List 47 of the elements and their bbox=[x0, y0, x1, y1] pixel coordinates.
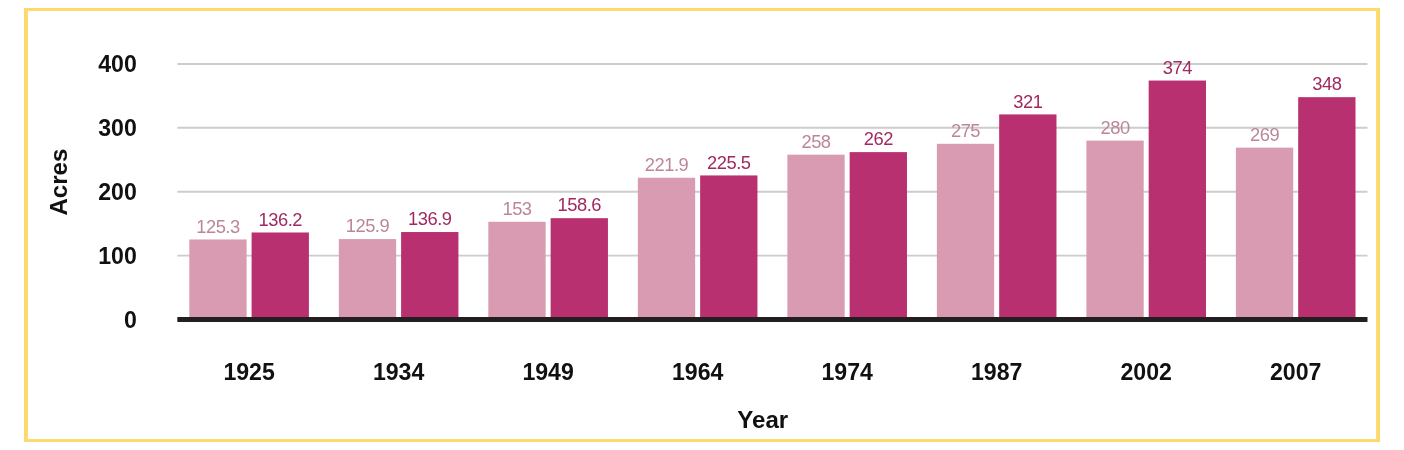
data-label: 136.2 bbox=[258, 208, 303, 230]
y-tick-label: 100 bbox=[98, 242, 137, 269]
bar bbox=[189, 239, 247, 320]
data-label: 221.9 bbox=[644, 153, 689, 175]
bar bbox=[849, 152, 907, 320]
bar bbox=[488, 221, 546, 320]
bar bbox=[700, 175, 758, 320]
bar bbox=[550, 218, 608, 320]
x-tick-label: 1934 bbox=[372, 359, 425, 386]
x-tick-label: 1974 bbox=[821, 359, 874, 386]
data-label: 258 bbox=[801, 130, 831, 152]
x-tick-label: 2007 bbox=[1269, 359, 1322, 386]
bar bbox=[637, 177, 696, 320]
y-axis-title: Acres bbox=[45, 148, 73, 216]
data-label: 280 bbox=[1100, 116, 1130, 138]
y-tick-label: 200 bbox=[98, 178, 137, 205]
bar bbox=[251, 232, 309, 320]
data-label: 321 bbox=[1013, 90, 1043, 112]
data-label: 374 bbox=[1162, 56, 1193, 78]
data-label: 348 bbox=[1312, 73, 1342, 95]
bar bbox=[1298, 97, 1356, 320]
x-tick-label: 1949 bbox=[522, 359, 574, 386]
y-tick-label: 0 bbox=[123, 306, 137, 333]
data-label: 158.6 bbox=[557, 194, 602, 216]
data-label: 136.9 bbox=[408, 208, 452, 230]
bar bbox=[1148, 80, 1206, 320]
x-tick-label: 2002 bbox=[1120, 359, 1172, 386]
bar bbox=[787, 154, 845, 320]
data-label: 262 bbox=[863, 128, 894, 150]
bar bbox=[401, 232, 459, 320]
bar bbox=[936, 143, 995, 320]
data-label: 269 bbox=[1250, 123, 1280, 145]
x-axis-title: Year bbox=[737, 406, 789, 434]
bar bbox=[338, 239, 397, 320]
data-label: 125.9 bbox=[345, 215, 390, 237]
data-label: 125.3 bbox=[196, 215, 240, 237]
bar bbox=[1235, 147, 1294, 320]
data-label: 153 bbox=[502, 198, 532, 220]
x-tick-label: 1925 bbox=[223, 359, 275, 386]
x-tick-label: 1987 bbox=[970, 359, 1023, 386]
data-label: 225.5 bbox=[707, 151, 751, 173]
y-tick-label: 400 bbox=[98, 51, 137, 78]
bar bbox=[999, 114, 1057, 320]
y-tick-label: 300 bbox=[98, 114, 137, 141]
bar bbox=[1086, 140, 1144, 320]
x-tick-label: 1964 bbox=[671, 359, 724, 386]
data-label: 275 bbox=[950, 120, 981, 142]
